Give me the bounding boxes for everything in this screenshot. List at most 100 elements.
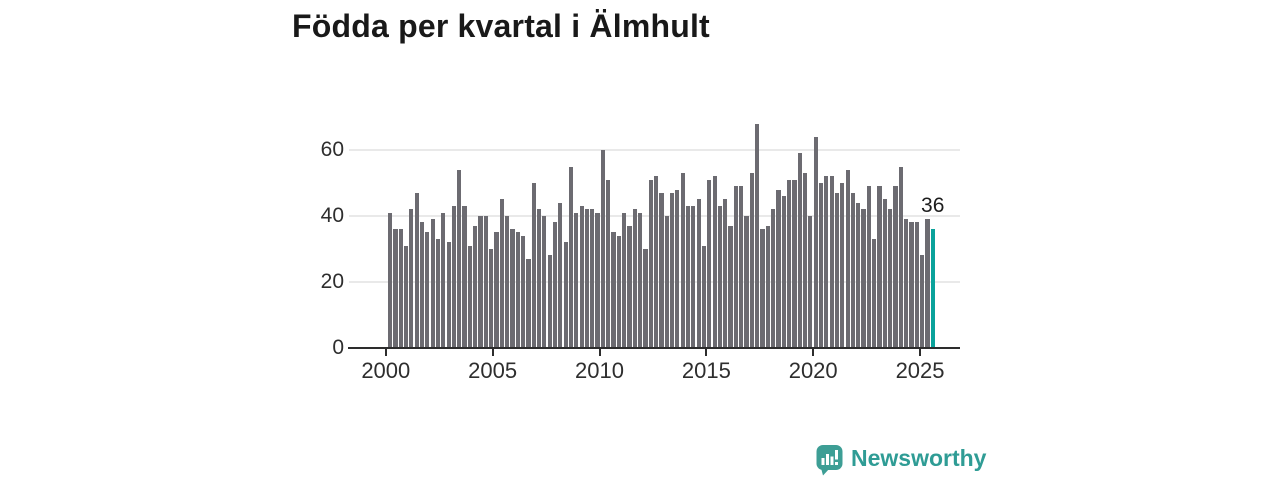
bar-2003-q4 xyxy=(467,245,472,348)
bar-2007-q2 xyxy=(542,215,547,348)
bar-2023-q1 xyxy=(877,186,882,348)
bar-2011-q3 xyxy=(632,209,637,348)
bar-2017-q3 xyxy=(760,229,765,348)
bar-2008-q3 xyxy=(568,166,574,348)
bar-2002-q4 xyxy=(446,242,451,348)
bar-2014-q1 xyxy=(685,206,691,348)
bar-2001-q3 xyxy=(419,222,425,348)
bar-2018-q3 xyxy=(781,196,786,348)
bar-2008-q4 xyxy=(574,212,579,348)
bar-2020-q3 xyxy=(824,176,829,348)
bar-2010-q1 xyxy=(600,150,605,348)
bar-2003-q1 xyxy=(451,206,457,348)
chart-title: Födda per kvartal i Älmhult xyxy=(292,8,710,44)
bar-2002-q1 xyxy=(430,219,435,348)
bar-2016-q1 xyxy=(728,225,733,348)
bar-2019-q2 xyxy=(797,153,802,348)
bar-2022-q2 xyxy=(861,209,866,348)
bar-2004-q2 xyxy=(478,215,483,348)
x-tick-label-2020: 2020 xyxy=(788,357,838,383)
bar-2008-q1 xyxy=(558,202,563,348)
bar-2006-q3 xyxy=(526,258,531,348)
bar-2014-q3 xyxy=(696,199,701,348)
bar-2011-q4 xyxy=(638,212,643,348)
bar-2023-q4 xyxy=(893,186,898,348)
bar-2022-q1 xyxy=(856,202,861,348)
bar-2024-q1 xyxy=(898,166,903,348)
bar-2014-q2 xyxy=(691,206,696,348)
bar-2000-q4 xyxy=(403,245,409,348)
bar-2013-q4 xyxy=(680,173,685,348)
bar-2015-q4 xyxy=(723,199,728,348)
bar-2001-q4 xyxy=(425,232,430,348)
last-value-label: 36 xyxy=(921,194,945,217)
bar-2017-q1 xyxy=(749,173,754,348)
bar-2009-q2 xyxy=(584,209,590,348)
bar-2021-q4 xyxy=(850,192,856,348)
bar-2008-q2 xyxy=(563,242,568,348)
bar-2007-q4 xyxy=(552,222,558,348)
bar-2001-q2 xyxy=(414,192,419,348)
gridline-y-60 xyxy=(349,149,960,152)
bar-2009-q3 xyxy=(590,209,595,348)
x-tick-2005 xyxy=(491,349,494,356)
bar-2024-q3 xyxy=(909,222,914,348)
x-tick-2000 xyxy=(384,349,387,356)
bar-2013-q2 xyxy=(669,192,675,348)
bar-2005-q4 xyxy=(510,229,515,348)
bar-2013-q3 xyxy=(675,189,680,348)
bar-2024-q4 xyxy=(914,222,919,348)
bar-2006-q2 xyxy=(521,235,526,348)
bar-2016-q2 xyxy=(733,186,738,348)
bar-2018-q4 xyxy=(787,179,792,348)
bar-2025-q3 xyxy=(930,229,935,348)
bar-2000-q3 xyxy=(398,229,403,348)
bar-2020-q2 xyxy=(818,183,824,348)
bar-2020-q4 xyxy=(829,176,834,348)
bar-2004-q3 xyxy=(483,215,488,348)
bar-2016-q3 xyxy=(739,186,744,348)
bar-2012-q1 xyxy=(643,248,648,348)
bar-2013-q1 xyxy=(664,215,669,348)
bar-2000-q2 xyxy=(393,229,398,348)
bar-2001-q1 xyxy=(409,209,414,348)
bar-2006-q1 xyxy=(515,232,520,348)
bar-2003-q3 xyxy=(462,206,467,348)
newsworthy-logo-icon xyxy=(816,445,843,476)
bar-2020-q1 xyxy=(813,136,818,348)
x-tick-label-2025: 2025 xyxy=(895,357,945,383)
bar-2023-q2 xyxy=(882,199,887,348)
bar-2025-q1 xyxy=(920,255,925,348)
bar-2017-q2 xyxy=(755,123,760,348)
bar-2002-q3 xyxy=(441,212,446,348)
bar-2010-q3 xyxy=(611,232,616,348)
x-tick-label-2000: 2000 xyxy=(361,357,411,383)
bar-2017-q4 xyxy=(765,225,770,348)
bar-2005-q1 xyxy=(494,232,499,348)
bar-2007-q3 xyxy=(547,255,552,348)
bar-2021-q3 xyxy=(845,169,850,348)
bar-2003-q2 xyxy=(457,169,462,348)
bar-2005-q3 xyxy=(505,215,510,348)
bar-2019-q3 xyxy=(802,173,808,348)
y-tick-label-40: 40 xyxy=(320,203,344,227)
newsworthy-watermark: Newsworthy xyxy=(816,444,986,478)
bar-2004-q4 xyxy=(489,248,494,348)
y-tick-label-60: 60 xyxy=(320,138,344,162)
bar-2012-q3 xyxy=(654,176,659,348)
bar-2012-q4 xyxy=(659,192,664,348)
bar-2022-q4 xyxy=(872,238,877,348)
y-tick-label-20: 20 xyxy=(320,269,344,293)
bar-2004-q1 xyxy=(473,225,478,348)
bar-2011-q2 xyxy=(627,225,632,348)
bar-2011-q1 xyxy=(622,212,627,348)
bar-2000-q1 xyxy=(388,212,393,348)
bar-2021-q1 xyxy=(834,192,840,348)
bar-2022-q3 xyxy=(866,186,871,348)
bar-2025-q2 xyxy=(925,219,930,348)
bar-2023-q3 xyxy=(888,209,893,348)
bar-2002-q2 xyxy=(435,238,441,348)
x-tick-label-2015: 2015 xyxy=(681,357,731,383)
x-tick-2025 xyxy=(919,349,922,356)
bar-2018-q2 xyxy=(776,189,781,348)
